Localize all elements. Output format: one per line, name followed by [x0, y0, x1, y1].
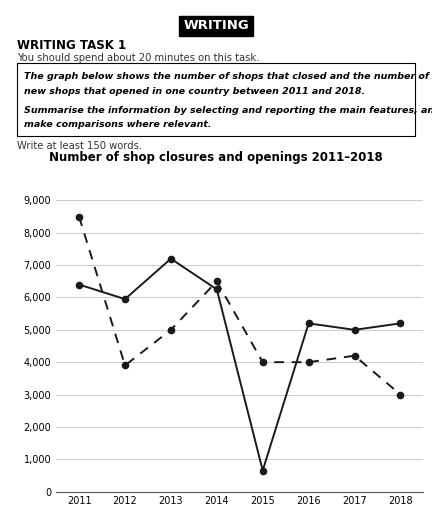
Legend: Closures, Openings: Closures, Openings	[148, 122, 332, 140]
Text: make comparisons where relevant.: make comparisons where relevant.	[24, 120, 211, 130]
Text: The graph below shows the number of shops that closed and the number of: The graph below shows the number of shop…	[24, 72, 429, 81]
Text: new shops that opened in one country between 2011 and 2018.: new shops that opened in one country bet…	[24, 87, 365, 96]
Text: Summarise the information by selecting and reporting the main features, and: Summarise the information by selecting a…	[24, 106, 432, 115]
Text: WRITING: WRITING	[183, 19, 249, 32]
Text: You should spend about 20 minutes on this task.: You should spend about 20 minutes on thi…	[17, 53, 260, 63]
Text: Write at least 150 words.: Write at least 150 words.	[17, 141, 143, 152]
Text: Number of shop closures and openings 2011–2018: Number of shop closures and openings 201…	[49, 151, 383, 164]
Text: WRITING TASK 1: WRITING TASK 1	[17, 39, 127, 52]
